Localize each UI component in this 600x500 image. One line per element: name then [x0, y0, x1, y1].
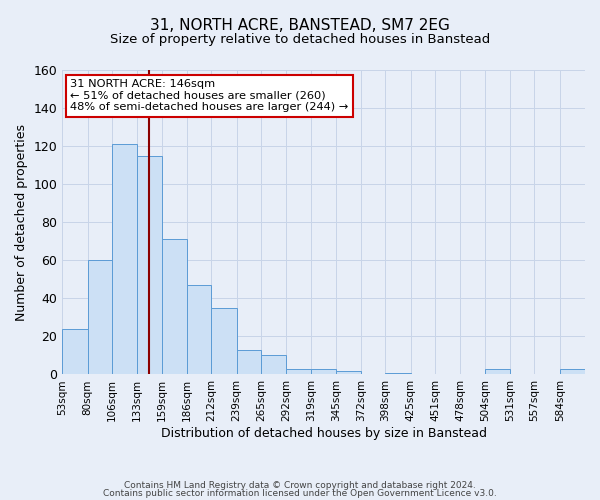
Bar [161, 240, 187, 374]
X-axis label: Distribution of detached houses by size in Banstead: Distribution of detached houses by size … [161, 427, 487, 440]
Bar [560, 368, 585, 374]
Bar [88, 260, 112, 374]
Text: Size of property relative to detached houses in Banstead: Size of property relative to detached ho… [110, 32, 490, 46]
Bar [385, 372, 411, 374]
Bar [112, 144, 137, 374]
Text: 31 NORTH ACRE: 146sqm
← 51% of detached houses are smaller (260)
48% of semi-det: 31 NORTH ACRE: 146sqm ← 51% of detached … [70, 79, 349, 112]
Bar [261, 356, 286, 374]
Bar [62, 329, 88, 374]
Bar [137, 156, 161, 374]
Bar [485, 368, 510, 374]
Bar [311, 368, 336, 374]
Bar [187, 285, 211, 374]
Text: Contains HM Land Registry data © Crown copyright and database right 2024.: Contains HM Land Registry data © Crown c… [124, 480, 476, 490]
Text: 31, NORTH ACRE, BANSTEAD, SM7 2EG: 31, NORTH ACRE, BANSTEAD, SM7 2EG [150, 18, 450, 32]
Bar [211, 308, 236, 374]
Text: Contains public sector information licensed under the Open Government Licence v3: Contains public sector information licen… [103, 489, 497, 498]
Bar [286, 368, 311, 374]
Bar [236, 350, 261, 374]
Y-axis label: Number of detached properties: Number of detached properties [15, 124, 28, 320]
Bar [336, 370, 361, 374]
